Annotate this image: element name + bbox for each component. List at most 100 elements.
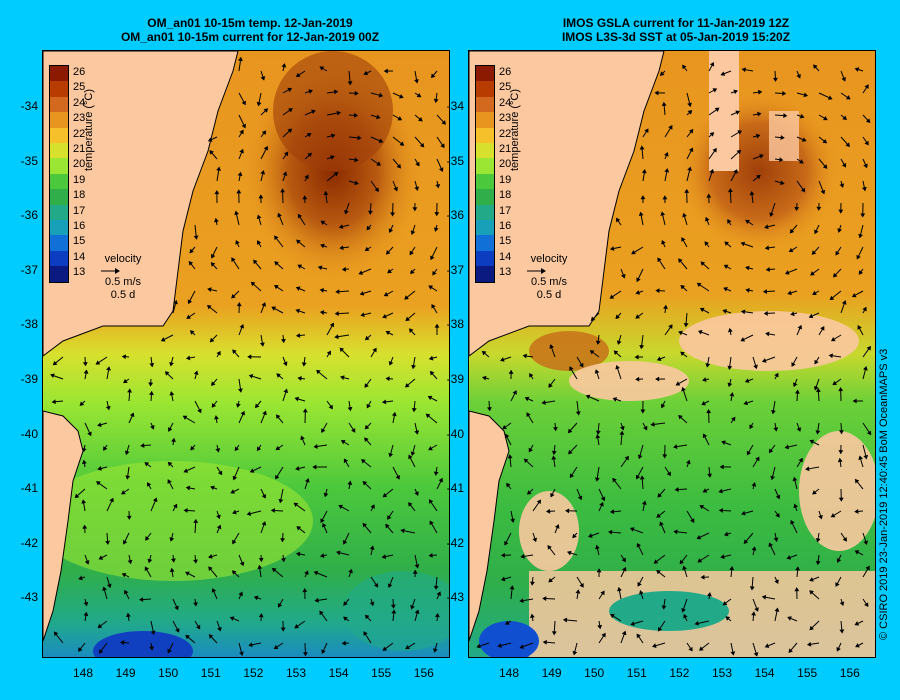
current-arrowhead: [512, 390, 517, 395]
colorbar-tick: 22: [73, 127, 86, 140]
current-arrowhead: [813, 385, 819, 391]
current-arrowhead: [719, 464, 724, 470]
current-arrowhead: [835, 250, 840, 256]
current-arrowhead: [321, 428, 326, 434]
current-arrowhead: [565, 508, 570, 514]
current-arrowhead: [659, 71, 665, 76]
current-arrowhead: [731, 416, 736, 422]
current-arrowhead: [702, 488, 708, 493]
colorbar-tick: 16: [73, 220, 86, 232]
current-arrowhead: [656, 569, 661, 575]
current-arrowhead: [106, 583, 112, 589]
current-arrowhead: [436, 591, 442, 597]
current-arrowhead: [150, 424, 155, 430]
current-arrowhead: [655, 288, 660, 294]
current-arrowhead: [387, 268, 392, 274]
current-arrowhead: [382, 646, 388, 651]
current-arrowhead: [609, 294, 615, 299]
current-arrowhead: [696, 282, 702, 288]
current-arrowhead: [751, 546, 757, 551]
current-arrowhead: [718, 508, 724, 513]
current-arrowhead: [321, 649, 326, 655]
colorbar-cell: [50, 158, 68, 174]
current-arrowhead: [139, 597, 144, 602]
current-arrowhead: [308, 89, 313, 94]
current-arrowhead: [438, 477, 443, 483]
current-arrowhead: [250, 281, 256, 287]
current-arrowhead: [791, 362, 796, 367]
current-arrowhead: [863, 540, 868, 546]
colorbar-cell: [476, 189, 494, 205]
current-arrowhead: [214, 415, 219, 420]
current-arrowhead: [295, 333, 301, 338]
current-arrowhead: [814, 229, 819, 235]
current-arrowhead: [216, 514, 221, 520]
current-arrowhead: [865, 118, 871, 124]
current-arrowhead: [714, 107, 720, 112]
current-arrowhead: [435, 183, 441, 189]
y-axis-tick-label: -34: [20, 99, 38, 113]
current-arrowhead: [209, 337, 215, 343]
current-arrowhead: [641, 500, 647, 505]
current-arrowhead: [182, 415, 188, 420]
current-arrowhead: [774, 372, 779, 378]
current-arrowhead: [812, 490, 817, 495]
current-arrowhead: [278, 498, 284, 504]
x-axis-tick-label: 148: [72, 666, 94, 680]
current-arrowhead: [434, 612, 440, 618]
current-arrowhead: [793, 503, 799, 509]
colorbar-cell: [50, 250, 68, 267]
current-arrowhead: [186, 314, 191, 319]
current-arrowhead: [433, 648, 438, 653]
x-axis-tick-label: 152: [243, 666, 264, 680]
current-arrowhead: [410, 451, 416, 457]
current-arrowhead: [348, 568, 353, 574]
current-arrowhead: [341, 266, 347, 272]
current-arrowhead: [549, 344, 554, 349]
current-arrowhead: [235, 239, 240, 245]
current-arrowhead: [230, 489, 236, 494]
current-arrowhead: [240, 410, 246, 416]
current-arrowhead: [246, 511, 252, 516]
current-arrowhead: [185, 485, 191, 491]
current-arrowhead: [861, 186, 867, 192]
colorbar-tick: 26: [73, 66, 86, 78]
velocity-label: velocity: [530, 253, 568, 265]
current-arrowhead: [434, 323, 440, 328]
current-arrowhead: [306, 133, 312, 138]
right-map[interactable]: temperature (°C) velocity 0.5 m/s 0.5 d …: [468, 50, 876, 658]
current-arrowhead: [595, 430, 601, 435]
current-arrowhead: [364, 335, 370, 341]
current-arrowhead: [408, 454, 413, 460]
current-arrowhead: [740, 309, 746, 315]
credit-text: © CSIRO 2019 23-Jan-2019 12:40:45 BoM Oc…: [878, 348, 890, 640]
current-arrowhead: [864, 140, 869, 146]
current-arrowhead: [704, 241, 709, 246]
current-arrowhead: [551, 455, 557, 460]
current-arrowhead: [333, 89, 339, 95]
current-arrowhead: [702, 433, 708, 439]
current-arrowhead: [837, 228, 842, 233]
current-arrowhead: [520, 553, 525, 559]
x-axis-tick-label: 149: [541, 666, 562, 680]
current-arrowhead: [609, 509, 615, 515]
mainland-land: [469, 51, 665, 357]
current-arrowhead: [288, 108, 293, 113]
current-arrowhead: [323, 190, 329, 196]
current-arrowhead: [241, 123, 246, 129]
current-arrowhead: [167, 479, 172, 484]
current-arrowhead: [637, 454, 643, 460]
current-arrowhead: [508, 369, 514, 374]
current-arrowhead: [635, 474, 641, 480]
current-arrowhead: [409, 250, 414, 256]
current-arrowhead: [836, 646, 841, 652]
x-axis-tick-label: 150: [584, 666, 605, 680]
current-arrowhead: [320, 518, 325, 524]
current-arrowhead: [175, 627, 180, 633]
current-arrowhead: [364, 383, 369, 388]
current-arrowhead: [761, 358, 767, 363]
current-arrowhead: [232, 475, 238, 481]
left-map[interactable]: temperature (°C) velocity 0.5 m/s 0.5 d …: [42, 50, 450, 658]
current-arrowhead: [287, 128, 293, 133]
current-arrowhead: [295, 308, 301, 314]
